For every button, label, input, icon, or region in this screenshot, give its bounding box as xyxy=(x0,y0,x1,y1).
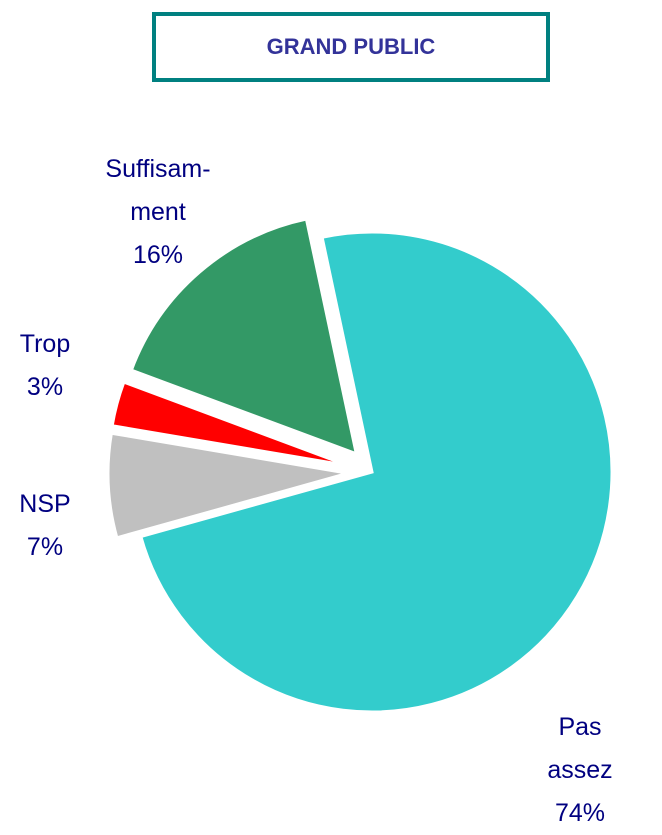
value-label: 74% xyxy=(554,799,606,827)
category-label: Suffisam- ment xyxy=(105,155,211,226)
page: {"chart_data": {"type": "pie", "title": … xyxy=(19,12,614,827)
pie-slice xyxy=(106,431,349,540)
category-label: Trop xyxy=(19,330,71,358)
chart-title: GRAND PUBLIC xyxy=(152,12,550,82)
value-label: 16% xyxy=(132,241,184,269)
slice-label: Trop 3% xyxy=(20,323,70,409)
category-label: NSP xyxy=(19,490,71,518)
pie-slice xyxy=(129,217,359,457)
pie-slice xyxy=(138,230,614,714)
slice-label: Suffisam- ment 16% xyxy=(105,148,210,277)
slice-label: NSP 7% xyxy=(19,483,70,569)
pie-slice xyxy=(110,380,350,468)
value-label: 3% xyxy=(26,373,64,401)
slice-label: Pas assez 74% xyxy=(539,706,621,835)
chart xyxy=(106,217,614,714)
category-label: Pas assez xyxy=(547,713,613,784)
value-label: 7% xyxy=(26,533,64,561)
